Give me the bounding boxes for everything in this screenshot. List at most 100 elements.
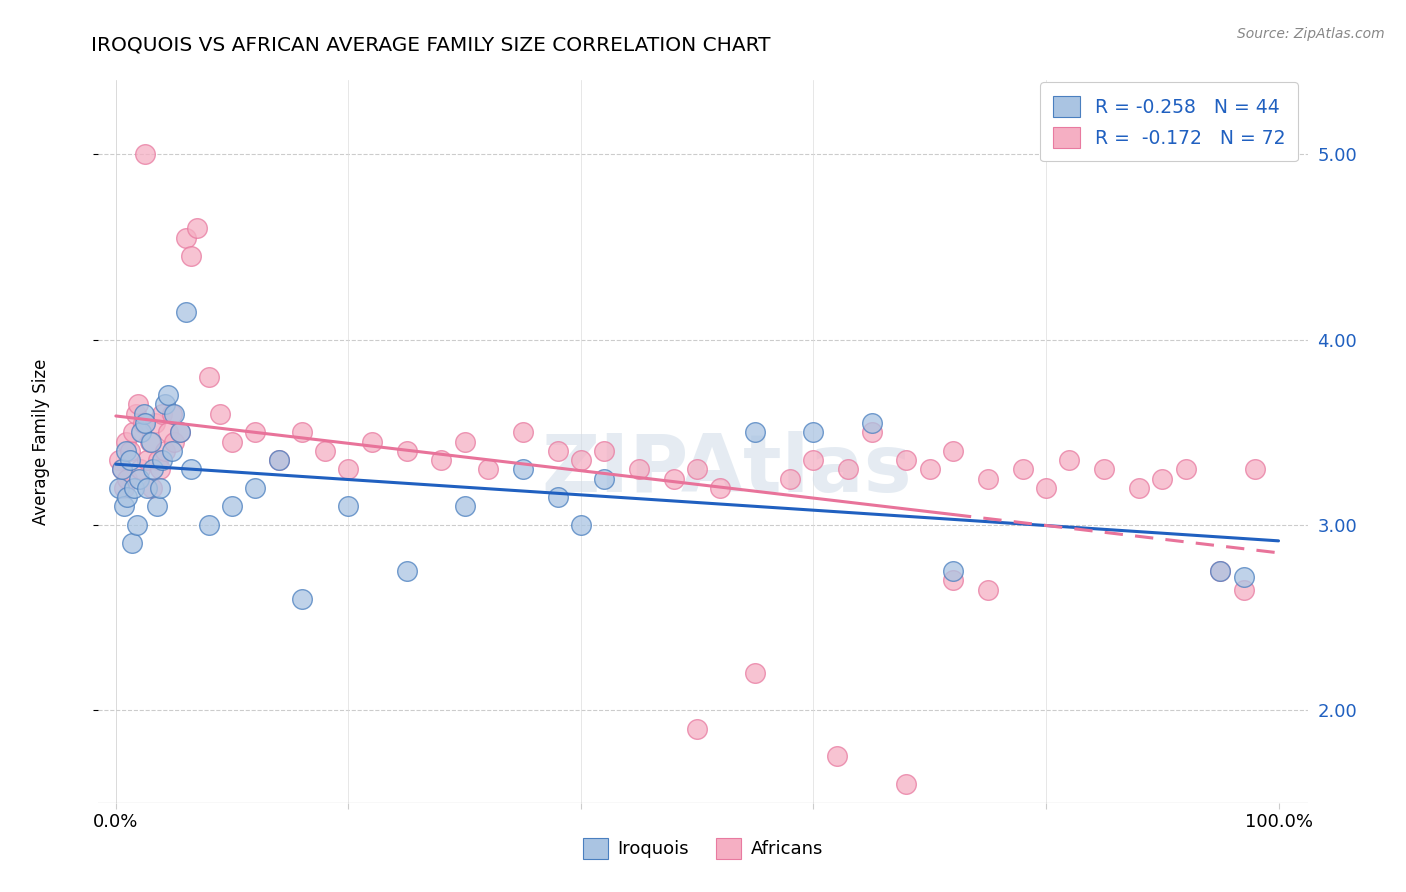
Point bbox=[153, 443, 176, 458]
Point bbox=[136, 453, 159, 467]
Point bbox=[136, 481, 159, 495]
Point bbox=[174, 305, 197, 319]
Point bbox=[118, 443, 141, 458]
Point bbox=[127, 397, 149, 411]
Point bbox=[157, 425, 180, 440]
Point bbox=[141, 481, 163, 495]
Point bbox=[1057, 453, 1080, 467]
Point bbox=[569, 453, 592, 467]
Point bbox=[360, 434, 382, 449]
Point bbox=[157, 388, 180, 402]
Point bbox=[198, 369, 221, 384]
Point bbox=[128, 472, 150, 486]
Point bbox=[163, 407, 186, 421]
Point bbox=[825, 749, 848, 764]
Point bbox=[744, 666, 766, 681]
Point bbox=[430, 453, 453, 467]
Point bbox=[1035, 481, 1057, 495]
Point bbox=[174, 231, 197, 245]
Point bbox=[117, 490, 139, 504]
Point bbox=[108, 453, 131, 467]
Point bbox=[134, 147, 156, 161]
Point bbox=[709, 481, 731, 495]
Point bbox=[145, 416, 167, 430]
Point bbox=[124, 481, 146, 495]
Point bbox=[221, 434, 243, 449]
Point bbox=[118, 453, 141, 467]
Point bbox=[453, 434, 475, 449]
Point bbox=[138, 434, 160, 449]
Point bbox=[896, 777, 918, 791]
Point bbox=[896, 453, 918, 467]
Point bbox=[115, 443, 138, 458]
Point bbox=[628, 462, 651, 476]
Y-axis label: Average Family Size: Average Family Size bbox=[32, 359, 51, 524]
Point bbox=[593, 472, 616, 486]
Point bbox=[112, 481, 135, 495]
Point bbox=[593, 443, 616, 458]
Point bbox=[139, 434, 162, 449]
Point bbox=[547, 490, 569, 504]
Point bbox=[267, 453, 290, 467]
Legend: Iroquois, Africans: Iroquois, Africans bbox=[576, 830, 830, 866]
Point bbox=[1209, 564, 1232, 578]
Point bbox=[169, 425, 191, 440]
Point bbox=[942, 443, 965, 458]
Point bbox=[149, 462, 172, 476]
Point bbox=[314, 443, 336, 458]
Point bbox=[115, 434, 138, 449]
Point bbox=[291, 592, 314, 607]
Point bbox=[245, 425, 267, 440]
Point bbox=[512, 462, 534, 476]
Point bbox=[146, 453, 169, 467]
Point bbox=[180, 249, 202, 263]
Point bbox=[395, 443, 418, 458]
Point bbox=[395, 564, 418, 578]
Point bbox=[918, 462, 941, 476]
Point bbox=[209, 407, 232, 421]
Point bbox=[131, 416, 153, 430]
Point bbox=[744, 425, 766, 440]
Point bbox=[942, 574, 965, 588]
Point bbox=[132, 407, 155, 421]
Point bbox=[150, 407, 173, 421]
Point bbox=[149, 481, 172, 495]
Point bbox=[122, 425, 145, 440]
Point bbox=[108, 481, 131, 495]
Point bbox=[111, 462, 134, 476]
Text: ZIPAtlas: ZIPAtlas bbox=[541, 432, 912, 509]
Point bbox=[131, 425, 153, 440]
Point bbox=[145, 500, 167, 514]
Point bbox=[1209, 564, 1232, 578]
Point bbox=[121, 536, 143, 550]
Point bbox=[153, 397, 176, 411]
Point bbox=[1174, 462, 1197, 476]
Point bbox=[169, 425, 191, 440]
Point bbox=[860, 416, 883, 430]
Point bbox=[163, 434, 186, 449]
Point bbox=[1152, 472, 1174, 486]
Point bbox=[337, 500, 360, 514]
Point bbox=[337, 462, 360, 476]
Point bbox=[180, 462, 202, 476]
Point bbox=[686, 722, 709, 736]
Point bbox=[547, 443, 569, 458]
Point bbox=[942, 564, 965, 578]
Point bbox=[142, 462, 165, 476]
Text: IROQUOIS VS AFRICAN AVERAGE FAMILY SIZE CORRELATION CHART: IROQUOIS VS AFRICAN AVERAGE FAMILY SIZE … bbox=[91, 36, 770, 54]
Point bbox=[160, 443, 183, 458]
Point bbox=[803, 425, 825, 440]
Text: Source: ZipAtlas.com: Source: ZipAtlas.com bbox=[1237, 27, 1385, 41]
Point bbox=[267, 453, 290, 467]
Point bbox=[245, 481, 267, 495]
Point bbox=[569, 517, 592, 532]
Point bbox=[662, 472, 685, 486]
Point bbox=[112, 500, 135, 514]
Point bbox=[111, 462, 134, 476]
Point bbox=[125, 517, 148, 532]
Point bbox=[837, 462, 859, 476]
Point bbox=[129, 462, 152, 476]
Point bbox=[1011, 462, 1033, 476]
Point bbox=[453, 500, 475, 514]
Point bbox=[977, 582, 1000, 597]
